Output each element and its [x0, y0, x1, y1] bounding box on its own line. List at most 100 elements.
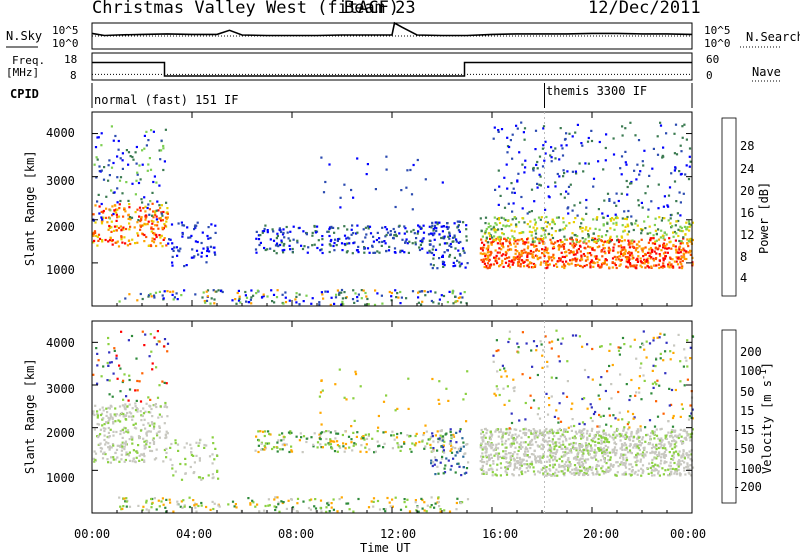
vel-midday-band — [254, 429, 456, 454]
vel-morning-cell — [169, 446, 172, 449]
power-evening-strong-cell — [651, 249, 654, 252]
power-evening-strong-cell — [550, 241, 553, 244]
vel-evening-grey-cell — [561, 447, 564, 450]
power-evening-upper-cell — [548, 196, 551, 199]
power-evening-mid-cell — [621, 217, 624, 220]
velocity-ytick-2000: 2000 — [46, 426, 75, 440]
vel-early-grey-cell — [153, 458, 156, 461]
power-ground-cell — [171, 293, 174, 296]
power-ground-cell — [442, 294, 446, 298]
vel-evening-grey-cell — [490, 447, 493, 450]
xtick-0000: 00:00 — [74, 527, 111, 541]
power-ground-cell — [399, 302, 402, 305]
vel-evening-grey-cell — [622, 429, 625, 432]
power-evening-strong-cell — [615, 266, 618, 270]
vel-evening-upper-cell — [529, 376, 532, 379]
vel-evening-upper-cell — [608, 407, 611, 410]
vel-evening-grey-cell — [548, 448, 552, 451]
vel-evening-grey-cell — [552, 466, 555, 469]
vel-evening-grey-cell — [543, 467, 546, 470]
power-evening-mid-cell — [513, 216, 516, 219]
power-ground-cell — [147, 295, 150, 298]
vel-break-cell — [457, 450, 460, 453]
power-evening-mid-cell — [541, 238, 545, 241]
power-break-cell — [432, 253, 435, 257]
power-evening-mid-cell — [585, 226, 588, 229]
power-evening-upper-cell — [635, 178, 638, 181]
power-evening-mid-cell — [660, 219, 663, 222]
vel-ground-cell — [320, 510, 323, 513]
power-evening-strong-cell — [541, 252, 544, 255]
power-midday-band-cell — [438, 233, 441, 236]
vel-evening-grey-cell — [664, 454, 667, 457]
vel-early-grey-cell — [134, 409, 138, 412]
power-evening-upper-cell — [585, 212, 588, 215]
power-evening-strong-cell — [569, 250, 572, 253]
vel-ground-cell — [142, 505, 145, 508]
vel-early-grey-cell — [142, 423, 145, 426]
power-evening-mid-cell — [540, 216, 543, 219]
power-evening-strong-cell — [547, 255, 550, 258]
vel-evening-grey-cell — [483, 434, 486, 437]
vel-evening-grey-cell — [628, 445, 631, 448]
vel-evening-grey-cell — [614, 436, 617, 439]
vel-midday-band-cell — [423, 447, 426, 450]
velocity-cbar-tick-50: 50 — [740, 385, 755, 399]
vel-midday-band-cell — [350, 438, 353, 441]
vel-midday-band-cell — [281, 432, 284, 435]
vel-midday-band-cell — [278, 433, 281, 436]
power-midday-band-cell — [418, 225, 421, 228]
power-early-strong-cell — [159, 206, 162, 210]
power-midday-band-cell — [341, 249, 344, 252]
power-midday-band-cell — [381, 226, 384, 229]
vel-early-upper-cell — [149, 333, 152, 336]
power-evening-strong-cell — [495, 260, 498, 263]
power-early-strong-cell — [143, 222, 146, 225]
power-early-upper-cell — [155, 181, 158, 184]
vel-midday-band-cell — [329, 438, 332, 441]
power-evening-strong-cell — [585, 242, 588, 245]
power-early-upper-cell — [113, 191, 116, 194]
power-evening-strong-cell — [576, 257, 579, 260]
power-evening-strong-cell — [674, 248, 678, 251]
cpid-themis-label: themis 3300 IF — [546, 84, 648, 98]
vel-ground-cell — [399, 508, 403, 511]
power-evening-strong-cell — [585, 264, 588, 267]
vel-evening-grey-cell — [561, 440, 565, 443]
power-evening-upper-cell — [670, 213, 673, 216]
power-evening-upper-cell — [604, 159, 607, 162]
vel-evening-grey-cell — [659, 446, 662, 449]
vel-evening-grey-cell — [633, 456, 636, 459]
power-evening-strong-cell — [556, 240, 559, 243]
power-early-strong-cell — [136, 208, 139, 211]
vel-evening-grey-cell — [659, 456, 663, 459]
power-evening-strong-cell — [637, 250, 640, 254]
vel-ground-cell — [267, 504, 270, 507]
vel-evening-grey-cell — [554, 441, 557, 444]
power-evening-mid-cell — [612, 218, 615, 221]
vel-evening-grey-cell — [481, 460, 484, 464]
vel-evening-grey-cell — [564, 451, 567, 454]
power-evening-upper-cell — [665, 132, 668, 135]
power-midday-band-cell — [269, 238, 272, 241]
vel-evening-grey-cell — [548, 468, 551, 471]
vel-evening-grey-cell — [687, 453, 690, 456]
power-evening-mid-cell — [544, 229, 547, 232]
vel-morning-cell — [200, 478, 203, 481]
power-evening-upper — [492, 121, 692, 218]
power-evening-strong-cell — [634, 266, 637, 269]
power-early-strong-cell — [96, 235, 99, 239]
power-evening-mid-cell — [661, 234, 664, 237]
power-evening-upper-cell — [685, 138, 688, 141]
power-early-upper-cell — [108, 159, 111, 162]
vel-early-grey-cell — [121, 446, 124, 449]
power-evening-strong-cell — [628, 262, 632, 265]
vel-evening-grey-cell — [673, 472, 676, 475]
power-evening-mid-cell — [551, 221, 554, 224]
vel-ground-cell — [141, 508, 144, 512]
vel-evening-grey-cell — [586, 445, 589, 449]
power-evening-mid-cell — [606, 222, 609, 225]
power-ground-cell — [282, 302, 285, 305]
power-evening-mid-cell — [487, 241, 490, 244]
power-evening-upper-cell — [624, 161, 627, 164]
